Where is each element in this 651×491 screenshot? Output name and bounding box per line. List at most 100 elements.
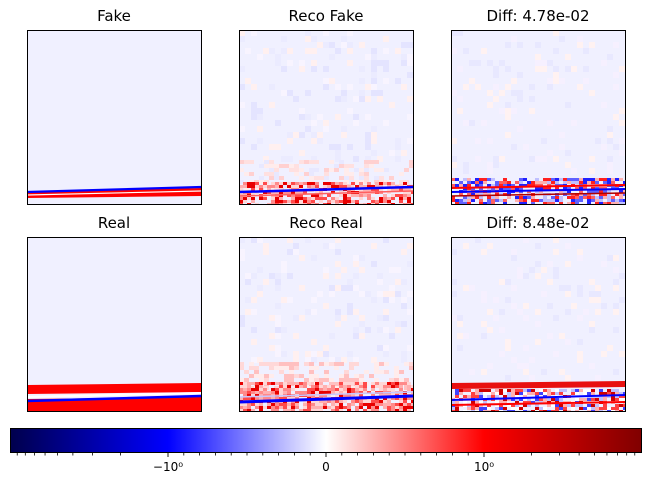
heatmap-cell — [529, 375, 535, 381]
heatmap-cell — [353, 309, 359, 315]
heatmap-cell — [531, 184, 535, 187]
heatmap-cell — [503, 178, 507, 181]
heatmap-cell — [389, 378, 394, 382]
heatmap-cell — [257, 114, 263, 120]
heatmap-cell — [341, 267, 347, 273]
heatmap-cell — [487, 184, 491, 187]
heatmap-cell — [247, 409, 251, 411]
heatmap-cell — [295, 194, 299, 197]
heatmap-cell — [563, 407, 567, 410]
heatmap-cell — [391, 182, 395, 185]
heatmap-cell — [299, 114, 305, 120]
heatmap-cell — [293, 357, 299, 363]
heatmap-cell — [367, 197, 371, 200]
heatmap-cell — [613, 255, 619, 261]
heatmap-cell — [305, 30, 311, 36]
heatmap-cell — [535, 407, 539, 410]
heatmap-cell — [294, 374, 299, 378]
heatmap-cell — [299, 409, 303, 411]
heatmap-cell — [349, 382, 354, 386]
heatmap-cell — [275, 182, 279, 185]
heatmap-cell — [305, 126, 311, 132]
heatmap-cell — [503, 401, 507, 404]
heatmap-cell — [371, 132, 377, 138]
heatmap-cell — [475, 156, 481, 162]
heatmap-cell — [407, 243, 413, 249]
heatmap-cell — [287, 90, 293, 96]
heatmap-cell — [335, 84, 341, 90]
heatmap-cell — [287, 191, 291, 194]
heatmap-cell — [319, 200, 323, 203]
heatmap-cell — [354, 374, 359, 378]
heatmap-cell — [291, 203, 295, 204]
heatmap-cell — [347, 388, 351, 391]
heatmap-cell — [239, 84, 245, 90]
heatmap-cell — [451, 138, 457, 144]
heatmap-cell — [319, 382, 323, 385]
heatmap-cell — [567, 181, 571, 184]
heatmap-cell — [507, 389, 511, 392]
heatmap-cell — [347, 197, 351, 200]
heatmap-cell — [251, 327, 257, 333]
heatmap-cell — [595, 309, 601, 315]
heatmap-cell — [289, 378, 294, 382]
heatmap-cell — [291, 185, 295, 188]
heatmap-cell — [239, 36, 245, 42]
heatmap-cell — [589, 297, 595, 303]
heatmap-cell — [599, 389, 603, 392]
heatmap-cell — [335, 48, 341, 54]
heatmap-cell — [571, 66, 577, 72]
light-blue-track — [239, 391, 413, 398]
heatmap-cell — [319, 385, 323, 388]
heatmap-cell — [619, 66, 625, 72]
heatmap-cell — [303, 400, 307, 403]
heatmap-cell — [311, 48, 317, 54]
heatmap-cell — [555, 187, 559, 190]
heatmap-cell — [323, 403, 327, 406]
heatmap-cell — [251, 114, 257, 120]
heatmap-cell — [267, 203, 271, 204]
heatmap-cell — [239, 391, 243, 394]
heatmap-cell — [547, 389, 551, 392]
heatmap-cell — [519, 184, 523, 187]
heatmap-cell — [359, 374, 364, 378]
heatmap-cell — [379, 168, 384, 172]
heatmap-cell — [603, 196, 607, 199]
heatmap-cell — [269, 172, 274, 176]
heatmap-cell — [493, 162, 499, 168]
heatmap-cell — [623, 199, 625, 202]
heatmap-cell — [599, 202, 603, 204]
heatmap-cell — [403, 397, 407, 400]
heatmap-cell — [267, 397, 271, 400]
heatmap-cell — [391, 397, 395, 400]
heatmap-cell — [551, 202, 555, 204]
heatmap-cell — [309, 374, 314, 378]
heatmap-cell — [289, 370, 294, 374]
heatmap-cell — [295, 197, 299, 200]
heatmap-cell — [244, 160, 249, 164]
heatmap-cell — [491, 184, 495, 187]
heatmap-cell — [315, 400, 319, 403]
heatmap-cell — [487, 389, 491, 392]
heatmap-cell — [619, 190, 623, 193]
heatmap-cell — [304, 362, 309, 366]
heatmap-cell — [335, 309, 341, 315]
heatmap-cell — [353, 357, 359, 363]
heatmap-cell — [259, 382, 263, 385]
heatmap-real-diff — [451, 237, 625, 411]
heatmap-cell — [295, 185, 299, 188]
heatmap-cell — [543, 389, 547, 392]
heatmap-cell — [259, 409, 263, 411]
heatmap-cell — [243, 391, 247, 394]
heatmap-cell — [281, 327, 287, 333]
heatmap-cell — [479, 202, 483, 204]
heatmap-cell — [294, 168, 299, 172]
heatmap-cell — [269, 366, 274, 370]
heatmap-cell — [389, 291, 395, 297]
heatmap-cell — [239, 403, 243, 406]
heatmap-cell — [493, 315, 499, 321]
red-track — [451, 184, 625, 189]
heatmap-cell — [517, 126, 523, 132]
heatmap-cell — [347, 403, 351, 406]
